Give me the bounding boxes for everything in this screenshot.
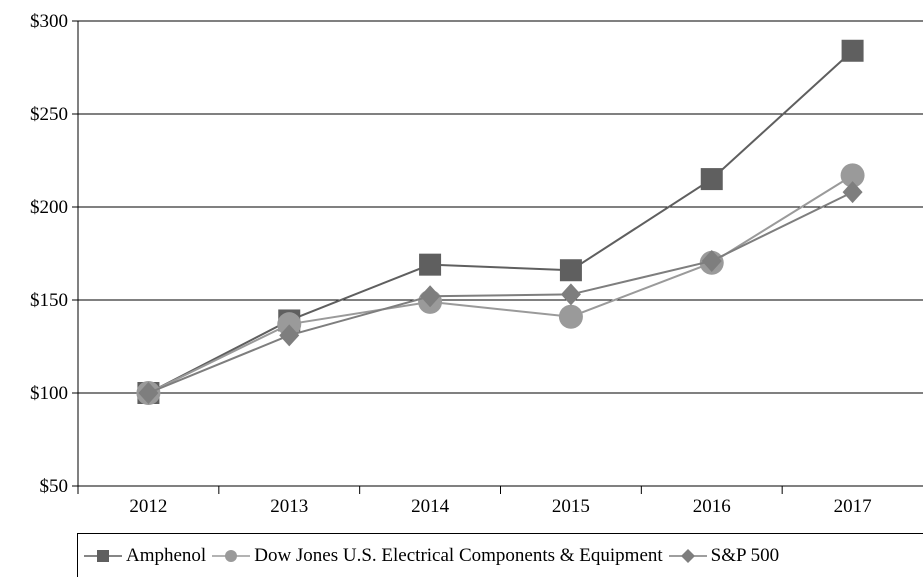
y-tick-label: $300 — [30, 11, 68, 32]
series-line — [147, 174, 854, 394]
y-tick-label: $250 — [30, 104, 68, 125]
axes — [72, 20, 923, 494]
series-s-p-500 — [138, 181, 863, 404]
legend-label: Dow Jones U.S. Electrical Components & E… — [254, 544, 663, 566]
x-tick-label: 2014 — [411, 496, 450, 517]
data-point — [420, 285, 441, 308]
square-marker-icon — [84, 549, 122, 562]
legend-item-dow-jones: Dow Jones U.S. Electrical Components & E… — [212, 544, 663, 567]
data-point — [138, 382, 159, 404]
series-dow-jones-u-s-electrical-components-equipment — [136, 163, 865, 405]
x-tick-label: 2013 — [270, 496, 308, 517]
data-point — [277, 312, 302, 337]
y-tick-label: $200 — [30, 197, 68, 218]
circle-marker-icon — [212, 549, 251, 562]
x-tick-label: 2012 — [129, 496, 167, 517]
y-tick-label: $150 — [30, 290, 68, 311]
series-group — [136, 39, 865, 405]
data-point — [842, 181, 863, 204]
x-tick-label: 2015 — [552, 496, 590, 517]
x-tick-label: 2016 — [693, 496, 731, 517]
y-tick-label: $100 — [30, 383, 68, 404]
data-point — [700, 168, 723, 191]
data-point — [279, 324, 300, 347]
legend-label: Amphenol — [126, 544, 207, 566]
legend: Amphenol Dow Jones U.S. Electrical Compo… — [77, 533, 923, 577]
data-point — [840, 163, 865, 188]
data-point — [701, 249, 722, 272]
data-point — [559, 259, 582, 282]
x-tick-label: 2017 — [834, 496, 872, 517]
legend-label: S&P 500 — [710, 544, 780, 566]
data-point — [419, 253, 442, 276]
grid-lines — [78, 20, 923, 394]
y-axis-tick-labels: $50 $100 $150 $200 $250 $300 — [30, 11, 68, 497]
data-point — [558, 304, 583, 329]
y-tick-label: $50 — [40, 476, 69, 497]
series-amphenol — [137, 39, 864, 404]
legend-item-sp500: S&P 500 — [668, 544, 780, 567]
series-line — [148, 191, 854, 394]
x-axis-tick-labels: 2012 2013 2014 2015 2016 2017 — [129, 496, 871, 517]
legend-item-amphenol: Amphenol — [84, 545, 206, 567]
line-chart: $50 $100 $150 $200 $250 $300 2012 2013 2014 2015… — [30, 11, 923, 517]
series-line — [147, 50, 854, 394]
data-point — [560, 283, 581, 306]
diamond-marker-icon — [668, 548, 707, 563]
data-point — [841, 39, 864, 62]
